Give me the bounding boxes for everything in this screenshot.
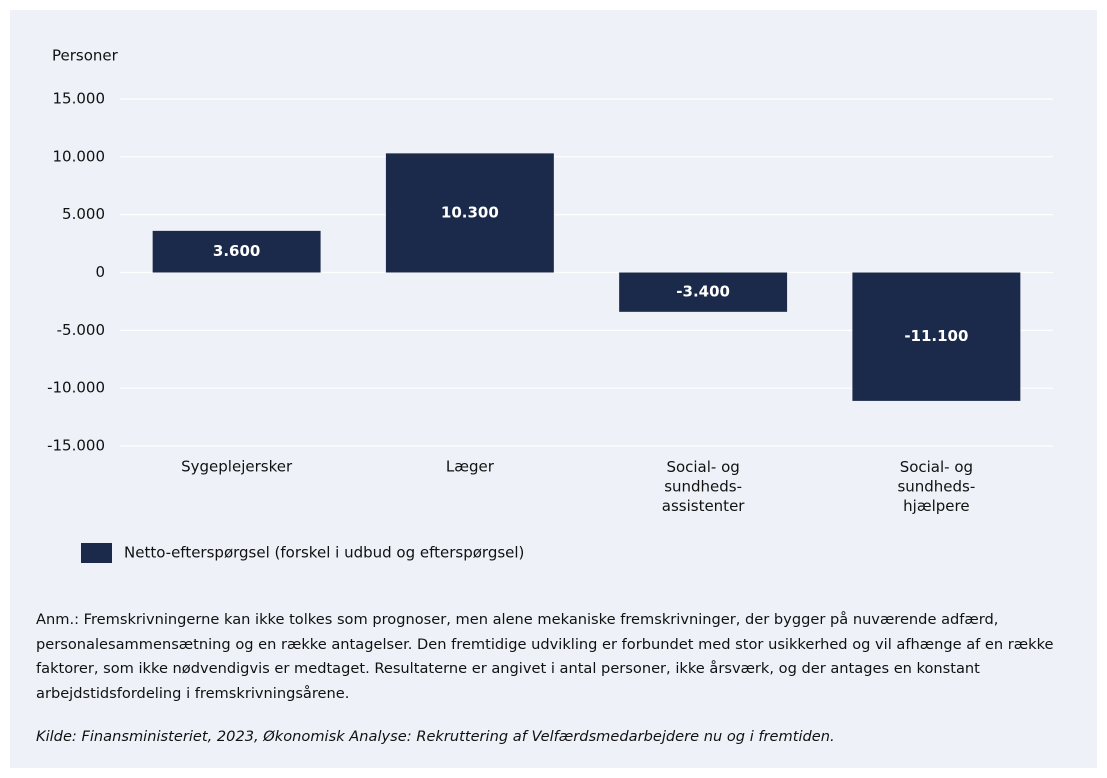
y-tick-label: -5.000 <box>57 321 105 339</box>
y-tick-label: -10.000 <box>47 379 105 397</box>
value-label: -3.400 <box>676 283 730 301</box>
bar <box>619 272 788 312</box>
y-tick-label: -15.000 <box>47 437 105 455</box>
note: Anm.: Fremskrivningerne kan ikke tolkes … <box>36 611 1054 702</box>
bar <box>385 153 554 273</box>
x-tick-label: Sygeplejersker <box>181 458 293 476</box>
bar <box>152 230 321 273</box>
y-tick-label: 0 <box>95 263 105 281</box>
source: Kilde: Finansministeriet, 2023, Økonomis… <box>36 728 835 745</box>
y-tick-label: 15.000 <box>53 90 106 108</box>
legend-swatch <box>81 543 112 563</box>
x-tick-label: Social- og sundheds-assistenter <box>662 458 746 515</box>
x-tick-label: Social- og sundheds-hjælpere <box>897 458 975 515</box>
x-tick-label: Læger <box>446 458 495 476</box>
value-label: 3.600 <box>213 242 260 260</box>
bar <box>852 272 1021 401</box>
y-tick-label: 5.000 <box>62 205 105 223</box>
value-label: 10.300 <box>441 203 499 221</box>
y-axis-label: Personer <box>52 47 119 65</box>
y-tick-label: 10.000 <box>53 147 106 165</box>
value-label: -11.100 <box>904 327 968 345</box>
legend-label: Netto-efterspørgsel (forskel i udbud og … <box>124 544 524 562</box>
